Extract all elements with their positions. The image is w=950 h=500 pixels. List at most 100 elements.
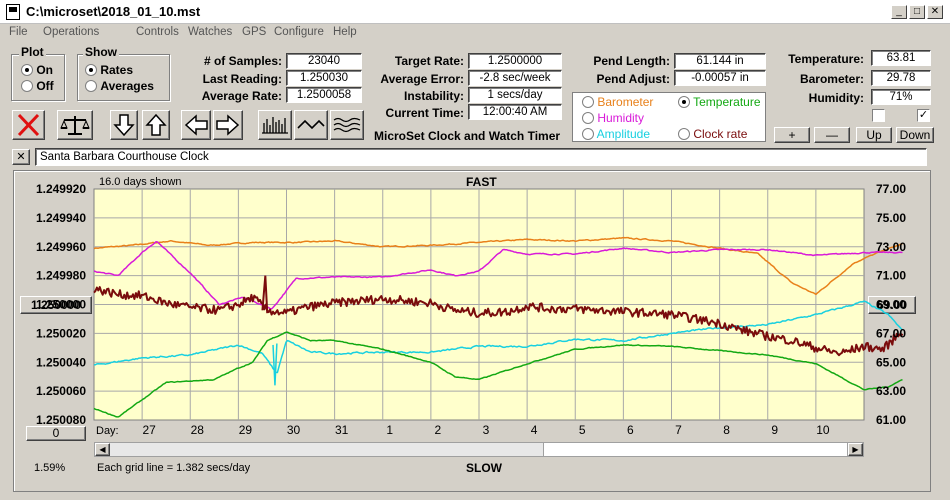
- menu-gps[interactable]: GPS: [242, 26, 267, 38]
- clear-clock-button[interactable]: ✕: [12, 149, 30, 165]
- right-axis: 77.00 75.00 73.00 71.00 69.00 67.00 65.00 63.00…: [876, 182, 906, 427]
- up-button[interactable]: [142, 110, 170, 140]
- clock-name-field[interactable]: Santa Barbara Courthouse Clock: [35, 148, 927, 166]
- menu-help[interactable]: Help: [333, 26, 357, 38]
- y-left-tick-label: 1.250040: [36, 355, 86, 369]
- balance-button[interactable]: [57, 110, 93, 140]
- menu-bar: File Operations Controls Watches GPS Con…: [0, 24, 950, 42]
- sensor-temperature-label: Temperature: [693, 95, 761, 109]
- series-lines: [93, 236, 904, 418]
- average-error-field: -2.8 sec/week: [468, 70, 562, 86]
- y-left-tick-label: 1.249920: [36, 182, 86, 196]
- sensor-minus-button[interactable]: —: [814, 127, 850, 143]
- sensor-plus-button[interactable]: +: [774, 127, 810, 143]
- offset-button[interactable]: 0: [26, 426, 86, 441]
- window-title: C:\microset\2018_01_10.mst: [26, 4, 201, 19]
- pend-length-label: Pend Length:: [593, 54, 670, 68]
- show-rates-label: Rates: [100, 63, 134, 77]
- plot-off-radio[interactable]: Off: [21, 79, 54, 93]
- show-averages-radio[interactable]: Averages: [85, 79, 154, 93]
- pend-adjust-label: Pend Adjust:: [596, 72, 670, 86]
- y-right-tick-label: 73.00: [876, 240, 906, 254]
- menu-operations[interactable]: Operations: [43, 26, 100, 38]
- close-window-button[interactable]: ✕: [927, 5, 943, 19]
- grid-lines: [94, 189, 864, 420]
- time-scrollbar[interactable]: ◀ ▶: [94, 442, 864, 457]
- y-right-tick-label: 61.00: [876, 413, 906, 427]
- current-time-field: 12:00:40 AM: [468, 104, 562, 120]
- radio-icon: [85, 64, 97, 76]
- y-left-tick-label: 1.249940: [36, 211, 86, 225]
- y-left-tick-label: 1.250020: [36, 326, 86, 340]
- multiwave-button[interactable]: [330, 110, 364, 140]
- amplitude-spike: [272, 343, 278, 386]
- stop-button[interactable]: [12, 110, 45, 140]
- scroll-left-button[interactable]: ◀: [95, 443, 110, 456]
- radio-icon: [21, 64, 33, 76]
- humidity-field: 71%: [871, 89, 931, 105]
- title-bar: C:\microset\2018_01_10.mst _ □ ✕: [0, 0, 950, 24]
- bars-button[interactable]: [258, 110, 292, 140]
- maximize-button[interactable]: □: [909, 5, 925, 19]
- scroll-right-button[interactable]: ▶: [848, 443, 863, 456]
- radio-icon: [582, 128, 594, 140]
- samples-label: # of Samples:: [203, 54, 282, 68]
- radio-icon: [582, 96, 594, 108]
- checkbox-right[interactable]: ✓: [917, 109, 930, 122]
- right-button[interactable]: [213, 110, 243, 140]
- y-left-tick-label: 1.250000: [36, 298, 86, 312]
- average-rate-field: 1.2500058: [286, 87, 362, 103]
- y-left-tick-label: 1.249960: [36, 240, 86, 254]
- down-button[interactable]: [110, 110, 138, 140]
- show-rates-radio[interactable]: Rates: [85, 63, 133, 77]
- plot-off-label: Off: [36, 79, 54, 93]
- sensor-temperature-radio[interactable]: Temperature: [678, 95, 761, 109]
- menu-configure[interactable]: Configure: [274, 26, 324, 38]
- series-line-temperature: [93, 331, 903, 418]
- menu-controls[interactable]: Controls: [136, 26, 179, 38]
- menu-watches[interactable]: Watches: [188, 26, 233, 38]
- x-tick-label: 2: [435, 423, 442, 437]
- humidity-label: Humidity:: [808, 91, 864, 105]
- x-tick-label: 1: [386, 423, 393, 437]
- y-left-tick-label: 1.250080: [36, 413, 86, 427]
- menu-file[interactable]: File: [9, 26, 28, 38]
- multiwave-icon: [333, 117, 361, 133]
- plot-on-radio[interactable]: On: [21, 63, 53, 77]
- day-label: Day:: [96, 425, 119, 437]
- sensor-amplitude-radio[interactable]: Amplitude: [582, 127, 650, 141]
- sensor-down-button[interactable]: Down: [896, 127, 934, 143]
- pend-length-field: 61.144 in: [674, 53, 766, 69]
- chart-panel: [13, 170, 931, 492]
- sensor-up-button[interactable]: Up: [856, 127, 892, 143]
- clock-rate-spike: [261, 275, 269, 314]
- left-button[interactable]: [181, 110, 211, 140]
- x-tick-label: 10: [816, 423, 830, 437]
- x-tick-label: 9: [771, 423, 778, 437]
- y-right-tick-label: 67.00: [876, 326, 906, 340]
- y-right-tick-label: 65.00: [876, 355, 906, 369]
- series-line-clock-rate: [93, 286, 904, 357]
- y-right-tick-label: 75.00: [876, 211, 906, 225]
- fast-label: FAST: [466, 175, 497, 189]
- x-tick-label: 28: [191, 423, 205, 437]
- sensor-humidity-radio[interactable]: Humidity: [582, 111, 644, 125]
- sensor-barometer-radio[interactable]: Barometer: [582, 95, 653, 109]
- current-time-label: Current Time:: [385, 106, 464, 120]
- sensor-clock-rate-radio[interactable]: Clock rate: [678, 127, 747, 141]
- scale-icon: [60, 116, 90, 135]
- radio-icon: [678, 128, 690, 140]
- x-tick-label: 7: [675, 423, 682, 437]
- target-rate-field[interactable]: 1.2500000: [468, 53, 562, 69]
- center-rate-button[interactable]: 1.250000: [20, 296, 92, 314]
- last-reading-label: Last Reading:: [202, 72, 282, 86]
- minimize-button[interactable]: _: [891, 5, 907, 19]
- sensor-clock-rate-label: Clock rate: [693, 127, 748, 141]
- radio-icon: [21, 80, 33, 92]
- checkbox-left[interactable]: [872, 109, 885, 122]
- y-left-tick-label: 1.249980: [36, 269, 86, 283]
- scroll-thumb[interactable]: [543, 443, 848, 456]
- x-tick-label: 30: [287, 423, 301, 437]
- y-right-tick-label: 69.00: [876, 298, 906, 312]
- wave-button[interactable]: [294, 110, 328, 140]
